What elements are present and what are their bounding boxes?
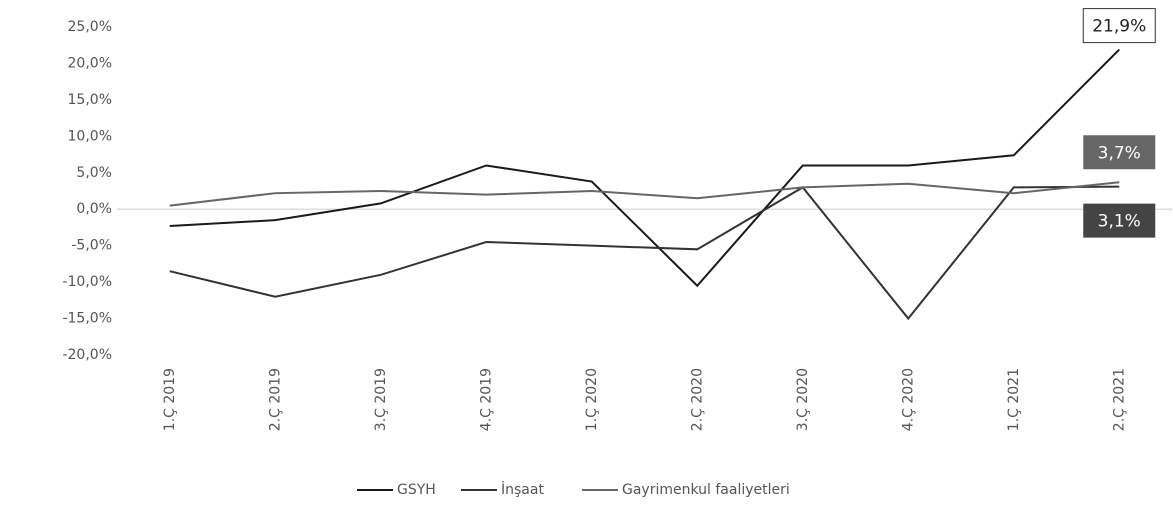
y-tick-label: 0,0% xyxy=(76,201,112,217)
series-line xyxy=(169,185,1120,321)
value-label-box xyxy=(1082,8,1156,44)
legend-label: GSYH xyxy=(397,482,436,498)
x-tick-label: 3.Ç 2020 xyxy=(795,368,811,431)
y-tick-label: 5,0% xyxy=(76,165,112,181)
legend-label: İnşaat xyxy=(501,480,544,498)
x-tick-label: 4.Ç 2020 xyxy=(900,368,916,431)
x-tick-label: 1.Ç 2019 xyxy=(162,368,178,431)
x-tick-label: 2.Ç 2020 xyxy=(689,368,705,431)
x-tick-label: 1.Ç 2020 xyxy=(584,368,600,431)
x-tick-label: 4.Ç 2019 xyxy=(478,368,494,431)
value-label-box xyxy=(1083,203,1156,238)
y-tick-label: 15,0% xyxy=(68,92,112,108)
x-tick-label: 2.Ç 2019 xyxy=(267,368,283,431)
y-tick-label: 10,0% xyxy=(68,128,112,144)
series-line xyxy=(169,48,1120,288)
y-tick-label: 25,0% xyxy=(68,19,112,35)
x-tick-label: 1.Ç 2021 xyxy=(1006,368,1022,431)
x-tick-label: 2.Ç 2021 xyxy=(1111,368,1127,431)
y-tick-label: -15,0% xyxy=(62,311,112,327)
y-tick-label: -10,0% xyxy=(62,274,112,290)
x-tick-label: 3.Ç 2019 xyxy=(373,368,389,431)
value-label: 21,9% xyxy=(1092,17,1146,37)
y-tick-label: 20,0% xyxy=(68,55,112,71)
value-label-box xyxy=(1083,135,1156,170)
series-line xyxy=(169,181,1120,207)
legend-label: Gayrimenkul faaliyetleri xyxy=(622,482,790,498)
y-tick-label: -20,0% xyxy=(62,347,112,363)
y-tick-label: -5,0% xyxy=(71,238,112,254)
value-label: 3,1% xyxy=(1098,212,1141,232)
value-label: 3,7% xyxy=(1098,143,1141,163)
